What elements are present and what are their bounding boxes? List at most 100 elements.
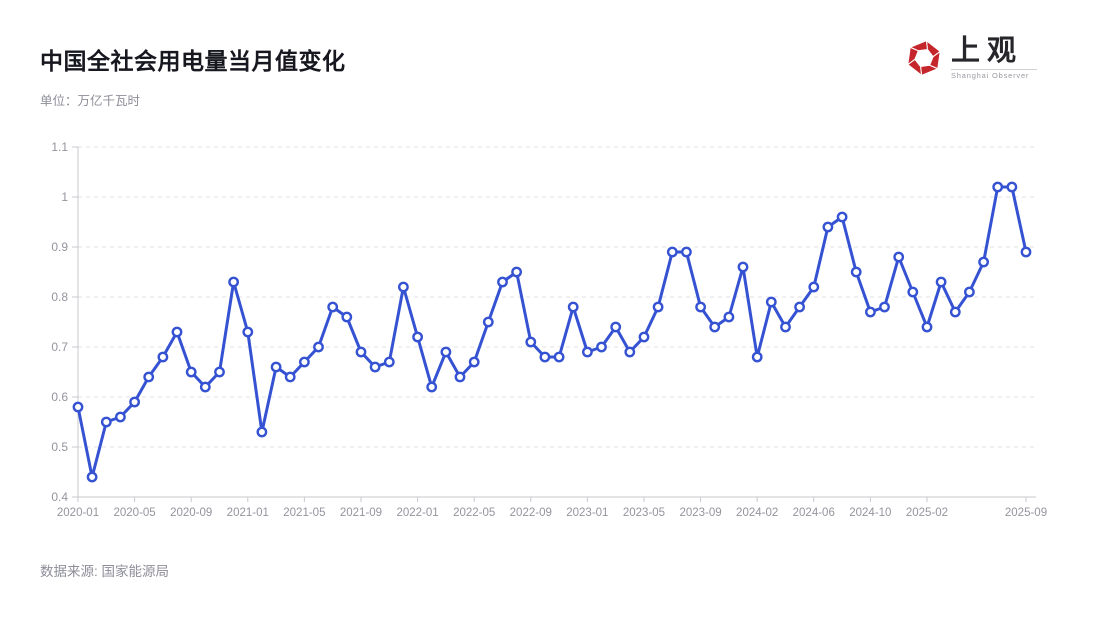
- data-point-marker: [992, 181, 1004, 193]
- data-point-marker: [327, 301, 339, 313]
- data-point-marker: [171, 326, 183, 338]
- data-point-marker: [836, 211, 848, 223]
- data-point-marker: [553, 351, 565, 363]
- data-point-marker: [949, 306, 961, 318]
- data-point-marker: [355, 346, 367, 358]
- data-point-marker: [143, 371, 155, 383]
- data-point-marker: [369, 361, 381, 373]
- x-tick-label: 2025-02: [906, 507, 948, 519]
- unit-label: 单位：万亿千瓦时: [40, 94, 141, 108]
- data-point-marker: [964, 286, 975, 298]
- x-tick-label: 2023-01: [566, 507, 608, 519]
- data-point-marker: [298, 356, 310, 368]
- logo-subtext: Shanghai Observer: [951, 68, 1037, 80]
- x-tick-label: 2022-09: [510, 507, 552, 519]
- x-tick-label: 2020-05: [113, 507, 155, 519]
- data-point-marker: [129, 396, 141, 408]
- x-tick-label: 2023-09: [679, 507, 721, 519]
- data-point-marker: [765, 296, 777, 308]
- data-point-marker: [199, 381, 211, 393]
- data-point-marker: [850, 266, 862, 278]
- data-point-marker: [185, 366, 197, 378]
- data-point-marker: [511, 266, 522, 278]
- shanghai-observer-logo: 上观 Shanghai Observer: [903, 33, 1063, 83]
- data-point-marker: [567, 301, 579, 313]
- data-point-marker: [1020, 246, 1032, 258]
- x-tick-label: 2021-05: [283, 507, 325, 519]
- data-point-marker: [921, 321, 933, 333]
- data-point-marker: [72, 401, 84, 413]
- data-point-marker: [865, 306, 876, 318]
- data-point-marker: [808, 281, 820, 293]
- data-point-marker: [794, 301, 805, 313]
- y-tick-label: 0.9: [51, 240, 68, 254]
- data-point-marker: [709, 321, 721, 333]
- y-tick-label: 0.7: [51, 340, 68, 354]
- data-point-marker: [525, 336, 537, 348]
- x-tick-label: 2025-09: [1005, 507, 1047, 519]
- data-line: [76, 185, 1028, 479]
- data-point-marker: [539, 351, 551, 363]
- data-point-marker: [270, 361, 282, 373]
- data-point-marker: [596, 341, 607, 353]
- data-point-marker: [652, 301, 664, 313]
- logo-text-block: 上观 Shanghai Observer: [951, 34, 1037, 80]
- data-point-marker: [157, 351, 169, 363]
- data-point-marker: [100, 416, 112, 428]
- x-tick-label: 2021-09: [340, 507, 382, 519]
- data-point-marker: [228, 276, 240, 288]
- data-point-marker: [737, 261, 749, 273]
- data-point-marker: [822, 221, 834, 233]
- data-point-marker: [978, 256, 989, 268]
- logo-name: 上观: [951, 34, 1024, 67]
- data-point-marker: [397, 281, 409, 293]
- y-tick-label: 0.5: [51, 440, 68, 454]
- x-tick-label: 2021-01: [227, 507, 269, 519]
- data-point-marker: [681, 246, 692, 258]
- x-tick-label: 2020-01: [57, 507, 99, 519]
- data-point-marker: [468, 356, 480, 368]
- data-point-marker: [666, 246, 678, 258]
- data-point-marker: [879, 301, 890, 313]
- data-point-marker: [751, 351, 763, 363]
- y-tick-label: 0.6: [51, 390, 68, 404]
- data-point-marker: [482, 316, 494, 328]
- aperture-blade: [908, 39, 929, 52]
- y-tick-label: 0.4: [51, 490, 68, 504]
- x-tick-label: 2024-06: [793, 507, 835, 519]
- data-point-marker: [115, 411, 126, 423]
- data-point-marker: [893, 251, 905, 263]
- data-point-marker: [412, 331, 423, 343]
- x-tick-label: 2024-10: [849, 507, 891, 519]
- data-point-marker: [582, 346, 593, 358]
- data-point-marker: [638, 331, 650, 343]
- data-point-marker: [695, 301, 706, 313]
- y-tick-label: 1.1: [51, 140, 68, 154]
- data-point-marker: [935, 276, 947, 288]
- data-point-marker: [242, 326, 254, 338]
- x-tick-label: 2020-09: [170, 507, 212, 519]
- data-point-marker: [610, 321, 622, 333]
- data-point-marker: [780, 321, 791, 333]
- x-tick-label: 2022-01: [396, 507, 438, 519]
- data-point-marker: [383, 356, 395, 368]
- data-point-marker: [313, 341, 324, 353]
- aperture-logo-icon: [906, 39, 942, 77]
- data-source: 数据来源: 国家能源局: [40, 564, 170, 579]
- y-tick-label: 0.8: [51, 290, 68, 304]
- x-tick-label: 2022-05: [453, 507, 495, 519]
- page-title: 中国全社会用电量当月值变化: [40, 48, 346, 74]
- data-point-marker: [907, 286, 919, 298]
- data-point-marker: [256, 426, 268, 438]
- y-tick-label: 1: [61, 190, 68, 204]
- data-point-marker: [284, 371, 296, 383]
- data-point-marker: [497, 276, 508, 288]
- x-tick-label: 2024-02: [736, 507, 778, 519]
- data-point-marker: [624, 346, 636, 358]
- data-point-marker: [454, 371, 466, 383]
- data-point-marker: [86, 471, 98, 483]
- data-point-marker: [1006, 181, 1018, 193]
- data-point-marker: [341, 311, 353, 323]
- data-point-marker: [426, 381, 438, 393]
